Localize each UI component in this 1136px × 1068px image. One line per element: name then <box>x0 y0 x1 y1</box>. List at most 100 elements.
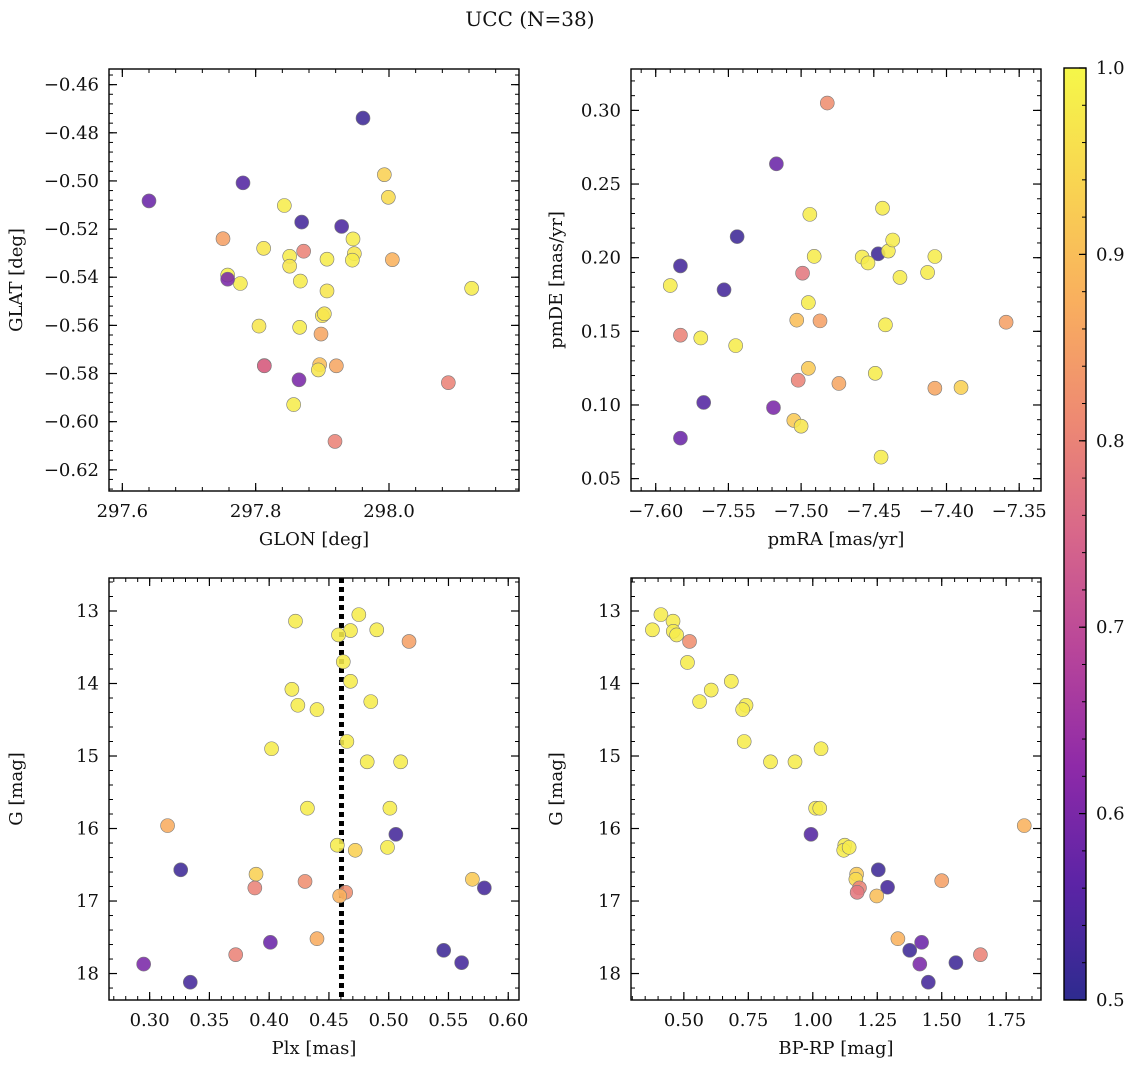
data-point <box>388 827 404 842</box>
data-point <box>998 314 1014 330</box>
data-point <box>319 251 335 267</box>
data-point <box>849 885 865 900</box>
panel-bprp-g: 0.50 0.75 1.00 1.25 1.50 1.75 13 14 15 16 17 18 BP-R… <box>546 577 1042 1059</box>
colorbar-tick-label: 0.6 <box>1096 804 1125 825</box>
data-point <box>465 871 480 887</box>
x-tick-label: 0.40 <box>249 1010 289 1031</box>
data-point <box>682 634 697 649</box>
axes-frame <box>630 68 1042 492</box>
data-point <box>377 167 392 182</box>
data-point <box>331 627 346 643</box>
data-point <box>645 622 660 638</box>
colorbar: 0.5 0.6 0.7 0.8 0.9 1.0 <box>1063 58 1125 1011</box>
data-point <box>812 313 828 329</box>
data-point <box>382 800 398 816</box>
data-point <box>934 873 950 889</box>
data-point <box>803 827 819 842</box>
data-point <box>724 674 739 689</box>
y-axis-label: G [mag] <box>6 752 27 825</box>
data-point <box>766 400 781 415</box>
data-point <box>351 607 367 622</box>
x-tick-label: 297.6 <box>97 501 149 522</box>
y-axis-label: G [mag] <box>546 752 567 825</box>
x-axis-label: GLON [deg] <box>259 529 369 550</box>
data-point <box>313 326 329 342</box>
data-point <box>673 327 688 343</box>
data-point <box>330 837 345 853</box>
data-point <box>329 358 344 374</box>
y-tick-label: −0.48 <box>44 123 99 144</box>
data-point <box>696 395 711 410</box>
data-point <box>680 655 695 670</box>
y-tick-label: −0.46 <box>44 75 99 96</box>
data-point <box>319 283 335 299</box>
y-tick-label: 13 <box>598 601 621 622</box>
y-tick-label: 15 <box>76 746 99 767</box>
data-point <box>703 682 719 698</box>
data-point <box>735 702 750 717</box>
data-point <box>454 955 469 970</box>
x-tick-label: 0.55 <box>428 1010 468 1031</box>
data-point <box>914 935 929 950</box>
scatter-points <box>662 95 1014 465</box>
data-point <box>867 366 883 381</box>
data-point <box>880 879 895 895</box>
data-point <box>790 372 806 388</box>
y-tick-label: 16 <box>598 819 621 840</box>
data-point <box>256 241 271 256</box>
axes-frame <box>108 577 520 1001</box>
y-tick-label: 13 <box>76 601 99 622</box>
x-tick-label: 0.50 <box>369 1010 409 1031</box>
x-tick-label: −7.45 <box>846 501 901 522</box>
scatter-points <box>141 110 479 449</box>
x-axis-label: pmRA [mas/yr] <box>768 529 905 550</box>
panel-pmra-pmde: −7.60 −7.55 −7.50 −7.45 −7.40 −7.35 0.05 0.10 0.… <box>546 68 1047 550</box>
y-tick-label: 0.30 <box>581 100 621 121</box>
panel-glon-glat: 297.6 297.8 298.0 −0.62 −0.60 −0.58 −0.56 −0.54… <box>6 68 520 550</box>
data-point <box>290 697 306 713</box>
data-point <box>182 974 198 990</box>
axes-frame <box>630 577 1042 1001</box>
y-tick-label: −0.52 <box>44 219 99 240</box>
colorbar-tick-label: 0.9 <box>1096 244 1125 265</box>
data-point <box>294 214 309 230</box>
data-point <box>347 842 363 858</box>
data-point <box>380 840 395 855</box>
y-tick-label: 0.10 <box>581 395 621 416</box>
x-tick-label: 1.75 <box>986 1010 1026 1031</box>
y-tick-label: 17 <box>598 891 621 912</box>
x-tick-label: −7.50 <box>774 501 829 522</box>
scatter-points <box>645 607 1032 990</box>
y-tick-label: 0.15 <box>581 321 621 342</box>
data-point <box>296 243 311 259</box>
data-point <box>160 818 175 833</box>
data-point <box>769 156 784 172</box>
data-point <box>233 276 248 291</box>
data-point <box>343 674 358 689</box>
x-tick-label: 297.8 <box>230 501 282 522</box>
data-point <box>841 840 857 855</box>
data-point <box>927 380 943 396</box>
data-point <box>300 800 315 816</box>
data-point <box>291 372 307 388</box>
y-tick-label: −0.56 <box>44 315 99 336</box>
data-point <box>806 249 822 264</box>
data-point <box>369 622 385 638</box>
data-point <box>284 682 300 697</box>
data-point <box>335 654 351 670</box>
data-point <box>831 376 847 391</box>
data-point <box>345 252 360 268</box>
x-tick-label: 0.60 <box>488 1010 528 1031</box>
data-point <box>873 449 889 465</box>
data-point <box>875 200 890 216</box>
figure-title: UCC (N=38) <box>465 7 594 31</box>
data-point <box>927 249 943 264</box>
y-tick-label: 15 <box>598 746 621 767</box>
x-tick-label: −7.40 <box>919 501 974 522</box>
data-point <box>235 175 251 191</box>
x-tick-label: 1.50 <box>922 1010 962 1031</box>
y-tick-label: −0.50 <box>44 171 99 192</box>
x-tick-label: −7.60 <box>628 501 683 522</box>
data-point <box>787 754 803 770</box>
